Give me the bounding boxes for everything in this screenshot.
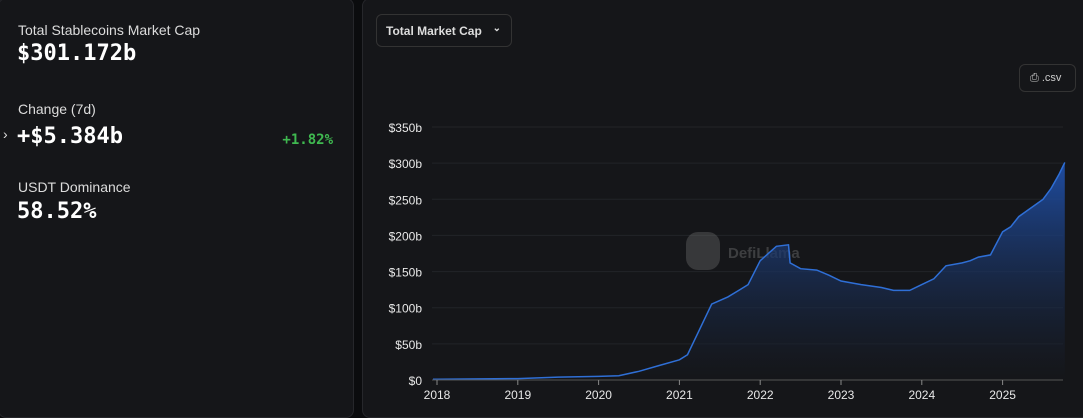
x-tick-label: 2019 <box>504 388 531 402</box>
y-tick-label: $300b <box>389 157 423 171</box>
x-tick-label: 2024 <box>908 388 935 402</box>
change-percent: +1.82% <box>282 132 333 148</box>
y-tick-label: $250b <box>389 193 423 207</box>
y-tick-label: $350b <box>389 121 423 135</box>
stats-panel: Total Stablecoins Market Cap $301.172b C… <box>0 0 354 418</box>
x-tick-label: 2025 <box>989 388 1016 402</box>
chevron-right-icon[interactable]: › <box>3 126 8 142</box>
x-tick-label: 2018 <box>424 388 451 402</box>
dominance-label: USDT Dominance <box>18 179 131 195</box>
y-tick-label: $50b <box>395 338 422 352</box>
x-tick-label: 2020 <box>585 388 612 402</box>
y-tick-label: $100b <box>389 302 423 316</box>
download-file-icon: ⎙ <box>1030 72 1039 84</box>
metric-select-value: Total Market Cap <box>386 24 482 38</box>
y-tick-label: $150b <box>389 266 423 280</box>
x-tick-label: 2023 <box>828 388 855 402</box>
dominance-value: 58.52% <box>17 199 97 224</box>
metric-select[interactable]: Total Market Cap ⌄ <box>376 14 512 47</box>
series-line <box>433 162 1066 381</box>
csv-download-button[interactable]: ⎙ .csv <box>1019 64 1076 92</box>
total-mcap-value: $301.172b <box>17 41 137 66</box>
y-tick-label: $200b <box>389 229 423 243</box>
change-value: +$5.384b <box>17 124 123 149</box>
x-tick-label: 2022 <box>747 388 774 402</box>
x-tick-label: 2021 <box>666 388 693 402</box>
area-fill <box>432 162 1065 380</box>
change-label: Change (7d) <box>18 101 96 117</box>
chevron-down-icon: ⌄ <box>492 23 501 34</box>
csv-label: .csv <box>1041 72 1062 84</box>
y-tick-label: $0 <box>409 374 423 388</box>
total-mcap-label: Total Stablecoins Market Cap <box>18 22 201 38</box>
